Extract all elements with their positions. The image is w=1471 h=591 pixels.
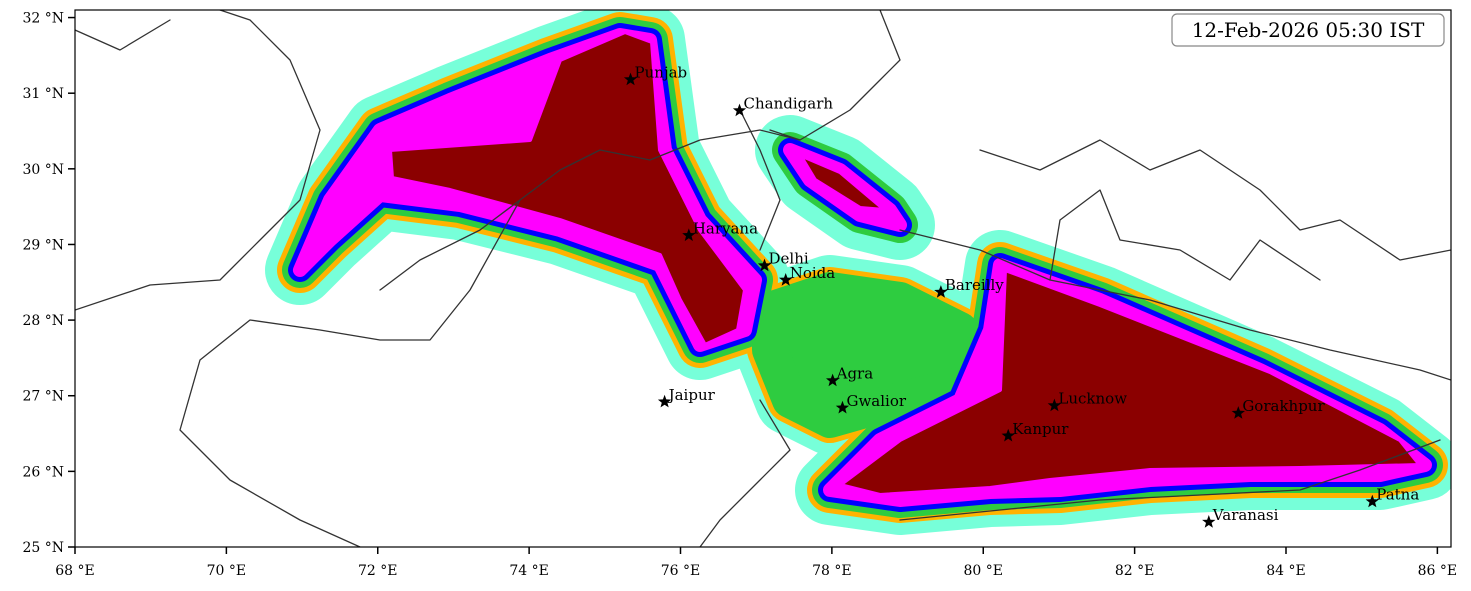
city-label: Noida — [790, 264, 836, 282]
city-marker — [657, 394, 672, 408]
x-tick-label: 70 °E — [207, 563, 246, 579]
x-tick-label: 78 °E — [812, 563, 851, 579]
city-marker — [732, 103, 747, 117]
city-label: Varanasi — [1212, 506, 1279, 524]
x-tick-label: 68 °E — [55, 563, 94, 579]
city-label: Punjab — [635, 64, 688, 82]
city-marker — [1202, 515, 1216, 528]
city-marker — [934, 285, 948, 298]
x-tick-label: 86 °E — [1418, 563, 1457, 579]
city-marker — [826, 373, 840, 387]
city-label: Jaipur — [667, 386, 716, 404]
axes: 68 °E 70 °E 72 °E 74 °E 76 °E 78 °E 80 °E 82 °E… — [22, 11, 1457, 579]
x-tick-label: 74 °E — [509, 563, 548, 579]
city-label: Gorakhpur — [1242, 397, 1325, 415]
y-tick-label: 27 °N — [22, 389, 64, 405]
city-label: Kanpur — [1012, 420, 1069, 438]
x-tick-label: 80 °E — [964, 563, 1003, 579]
timestamp-box — [1171, 13, 1445, 47]
city-marker — [1231, 406, 1245, 419]
city-label: Lucknow — [1058, 390, 1127, 408]
x-tick-label: 76 °E — [661, 563, 700, 579]
y-tick-label: 25 °N — [22, 540, 64, 556]
city-marker — [682, 228, 696, 242]
city-label: Chandigarh — [744, 95, 834, 113]
timestamp: 12-Feb-2026 05:30 IST — [1192, 18, 1425, 42]
city-marker — [1001, 428, 1015, 442]
y-tick-label: 32 °N — [22, 11, 64, 27]
y-tick-label: 28 °N — [22, 313, 64, 329]
rain-field — [75, 10, 1451, 547]
city-label: Haryana — [693, 219, 758, 237]
city-marker — [779, 273, 793, 286]
plot-frame — [74, 9, 1452, 548]
x-tick-label: 82 °E — [1115, 563, 1154, 579]
city-label: Delhi — [769, 250, 809, 268]
city-marker — [623, 72, 638, 86]
city-marker — [1365, 494, 1379, 508]
city-label: Bareilly — [945, 276, 1004, 294]
y-tick-label: 26 °N — [22, 464, 64, 480]
city-marker — [757, 258, 772, 272]
city-marker — [835, 400, 850, 414]
city-label: Gwalior — [846, 392, 906, 410]
x-tick-label: 84 °E — [1266, 563, 1305, 579]
city-label: Agra — [836, 365, 874, 383]
y-tick-label: 31 °N — [22, 86, 64, 102]
city-label: Patna — [1376, 486, 1419, 504]
city-marker — [1047, 398, 1062, 412]
y-tick-label: 30 °N — [22, 162, 64, 178]
y-tick-label: 29 °N — [22, 237, 64, 253]
x-tick-label: 72 °E — [358, 563, 397, 579]
